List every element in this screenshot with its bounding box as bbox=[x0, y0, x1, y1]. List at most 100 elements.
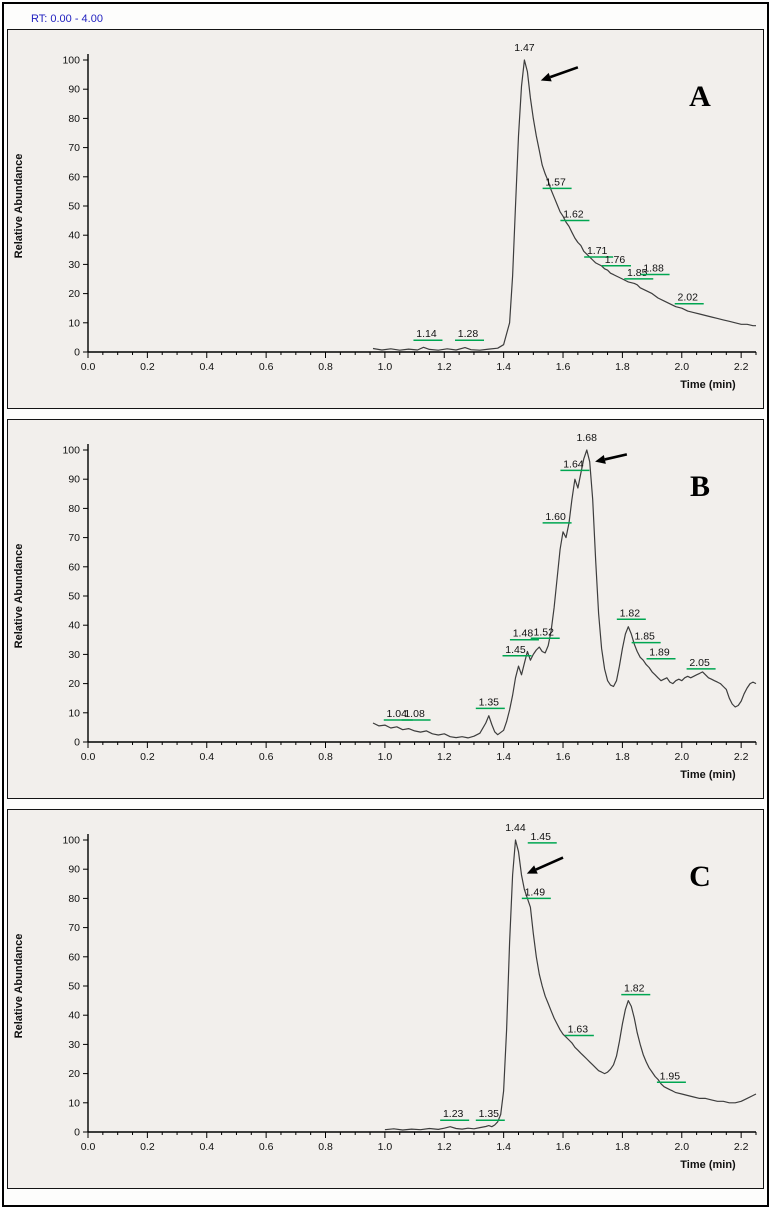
y-tick-label: 100 bbox=[62, 445, 80, 457]
y-tick-label: 40 bbox=[68, 230, 80, 242]
peak-label: 1.08 bbox=[404, 708, 425, 720]
x-tick-label: 2.0 bbox=[674, 751, 689, 763]
peak-label: 1.45 bbox=[505, 644, 526, 656]
peak-label: 1.52 bbox=[534, 626, 555, 638]
x-tick-label: 0.2 bbox=[140, 751, 155, 763]
rt-range-label: RT: 0.00 - 4.00 bbox=[31, 13, 103, 25]
y-tick-label: 40 bbox=[68, 620, 80, 632]
peak-arrow-head bbox=[526, 865, 538, 874]
peak-label: 1.63 bbox=[568, 1024, 589, 1036]
x-tick-label: 0.8 bbox=[318, 361, 333, 373]
peak-label: 1.48 bbox=[513, 628, 534, 640]
y-tick-label: 80 bbox=[68, 893, 80, 905]
x-tick-label: 0.8 bbox=[318, 1141, 333, 1153]
y-tick-label: 60 bbox=[68, 171, 80, 183]
y-tick-label: 20 bbox=[68, 1068, 80, 1080]
panel-letter-b: B bbox=[690, 470, 710, 503]
x-tick-label: 0.4 bbox=[199, 361, 214, 373]
peak-arrow bbox=[549, 66, 579, 79]
chromatogram-trace bbox=[372, 59, 756, 351]
peak-label: 1.49 bbox=[525, 886, 546, 898]
peak-label: 1.57 bbox=[545, 176, 566, 188]
plot-area: 0 10 20 30 40 50 60 70 80 90 100 0.0 0.2 0.4 0.6 0.8 1.0… bbox=[62, 42, 757, 373]
x-tick-label: 0.6 bbox=[259, 1141, 274, 1153]
chromatogram-a-svg: Relative Abundance Time (min) A 0 10 20 30 4… bbox=[13, 42, 757, 391]
y-tick-label: 50 bbox=[68, 591, 80, 603]
x-tick-label: 2.0 bbox=[674, 1141, 689, 1153]
y-tick-label: 30 bbox=[68, 1039, 80, 1051]
peak-label: 1.14 bbox=[416, 328, 437, 340]
chromatogram-panel-c: Relative Abundance Time (min) C 0 10 20 30 4… bbox=[7, 809, 764, 1189]
peak-arrow bbox=[535, 856, 564, 871]
peak-label: 1.82 bbox=[620, 607, 641, 619]
x-tick-label: 1.4 bbox=[496, 361, 511, 373]
peak-label: 1.64 bbox=[563, 458, 584, 470]
y-tick-label: 10 bbox=[68, 707, 80, 719]
y-tick-label: 70 bbox=[68, 922, 80, 934]
peak-label: 1.88 bbox=[643, 263, 664, 275]
y-tick-label: 0 bbox=[74, 347, 80, 359]
y-tick-label: 0 bbox=[74, 737, 80, 749]
y-tick-label: 80 bbox=[68, 113, 80, 125]
y-tick-label: 80 bbox=[68, 503, 80, 515]
peak-label: 2.05 bbox=[689, 657, 710, 669]
chromatogram-c-svg: Relative Abundance Time (min) C 0 10 20 30 4… bbox=[13, 822, 757, 1171]
peak-label: 1.23 bbox=[443, 1108, 464, 1120]
x-tick-label: 1.2 bbox=[437, 751, 452, 763]
peak-label: 1.04 bbox=[387, 708, 408, 720]
peak-label: 1.85 bbox=[627, 267, 648, 279]
x-tick-label: 1.0 bbox=[378, 361, 393, 373]
x-tick-label: 1.8 bbox=[615, 1141, 630, 1153]
chromatogram-panel-a: Relative Abundance Time (min) A 0 10 20 30 4… bbox=[7, 29, 764, 409]
y-tick-label: 0 bbox=[74, 1127, 80, 1139]
x-tick-label: 1.8 bbox=[615, 751, 630, 763]
x-tick-label: 0.6 bbox=[259, 751, 274, 763]
x-tick-label: 0.4 bbox=[199, 751, 214, 763]
x-axis-title: Time (min) bbox=[680, 769, 736, 781]
x-tick-label: 0.0 bbox=[81, 1141, 96, 1153]
peak-label: 1.44 bbox=[505, 822, 526, 834]
y-tick-label: 10 bbox=[68, 317, 80, 329]
y-tick-label: 10 bbox=[68, 1097, 80, 1109]
panel-letter-a: A bbox=[689, 80, 711, 113]
y-tick-label: 50 bbox=[68, 981, 80, 993]
y-tick-label: 70 bbox=[68, 532, 80, 544]
plot-area: 0 10 20 30 40 50 60 70 80 90 100 0.0 0.2 0.4 0.6 0.8 1.0… bbox=[62, 822, 757, 1153]
peak-label: 1.35 bbox=[479, 696, 500, 708]
x-tick-label: 1.2 bbox=[437, 361, 452, 373]
y-tick-label: 70 bbox=[68, 142, 80, 154]
y-axis-title: Relative Abundance bbox=[13, 154, 25, 259]
y-tick-label: 90 bbox=[68, 84, 80, 96]
x-tick-label: 0.0 bbox=[81, 751, 96, 763]
y-tick-label: 90 bbox=[68, 864, 80, 876]
peak-label: 1.82 bbox=[624, 983, 645, 995]
chromatogram-b-svg: Relative Abundance Time (min) B 0 10 20 30 4… bbox=[13, 432, 757, 781]
peak-label: 1.35 bbox=[479, 1108, 500, 1120]
x-axis-title: Time (min) bbox=[680, 1159, 736, 1171]
plot-area: 0 10 20 30 40 50 60 70 80 90 100 0.0 0.2 0.4 0.6 0.8 1.0… bbox=[62, 432, 757, 763]
x-tick-label: 1.4 bbox=[496, 1141, 511, 1153]
x-tick-label: 2.2 bbox=[734, 361, 749, 373]
x-tick-label: 1.6 bbox=[556, 1141, 571, 1153]
peak-arrow bbox=[604, 453, 628, 461]
y-tick-label: 20 bbox=[68, 288, 80, 300]
chromatogram-panel-b: Relative Abundance Time (min) B 0 10 20 30 4… bbox=[7, 419, 764, 799]
y-axis-title: Relative Abundance bbox=[13, 544, 25, 649]
x-tick-label: 2.0 bbox=[674, 361, 689, 373]
y-tick-label: 60 bbox=[68, 951, 80, 963]
peak-arrow-head bbox=[595, 455, 606, 464]
x-tick-label: 0.0 bbox=[81, 361, 96, 373]
peak-label: 1.45 bbox=[531, 831, 552, 843]
x-tick-label: 1.6 bbox=[556, 751, 571, 763]
y-tick-label: 100 bbox=[62, 55, 80, 67]
y-tick-label: 60 bbox=[68, 561, 80, 573]
x-tick-label: 2.2 bbox=[734, 751, 749, 763]
peak-label: 2.02 bbox=[677, 292, 698, 304]
y-tick-label: 20 bbox=[68, 678, 80, 690]
peak-label: 1.60 bbox=[545, 511, 566, 523]
x-tick-label: 0.2 bbox=[140, 361, 155, 373]
y-tick-label: 40 bbox=[68, 1010, 80, 1022]
peak-label: 1.47 bbox=[514, 42, 535, 54]
y-tick-label: 100 bbox=[62, 835, 80, 847]
x-tick-label: 1.0 bbox=[378, 751, 393, 763]
